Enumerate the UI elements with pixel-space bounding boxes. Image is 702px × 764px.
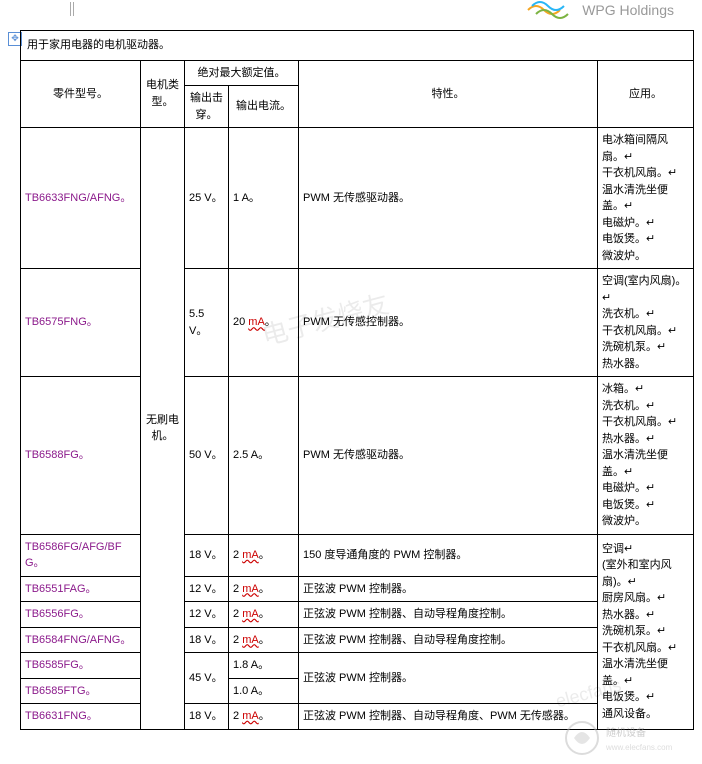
brand-logo: WPG Holdings (526, 0, 674, 20)
cell-i: 20 mA。 (229, 269, 299, 377)
cell-i: 1.0 A。 (229, 678, 299, 704)
cell-feat: 正弦波 PWM 控制器。 (299, 576, 598, 602)
hdr-abs-max: 绝对最大额定值。 (185, 60, 299, 86)
cell-part: TB6584FNG/AFNG。 (21, 627, 141, 653)
brand-text: WPG Holdings (582, 2, 674, 18)
cell-feat: 正弦波 PWM 控制器、自动导程角度控制。 (299, 602, 598, 628)
cell-part: TB6551FAG。 (21, 576, 141, 602)
cell-part: TB6575FNG。 (21, 269, 141, 377)
table-row: TB6586FG/AFG/BFG。 18 V。 2 mA。 150 度导通角度的… (21, 534, 694, 576)
wpg-swirl-icon (526, 0, 574, 20)
hdr-feature: 特性。 (299, 60, 598, 128)
cell-app: 空调(室内风扇)。↵洗衣机。↵干衣机风扇。↵洗碗机泵。↵热水器。 (598, 269, 694, 377)
cell-i: 2 mA。 (229, 534, 299, 576)
hdr-iout: 输出电流。 (229, 86, 299, 128)
motor-driver-table: 用于家用电器的电机驱动器。 零件型号。 电机类型。 绝对最大额定值。 特性。 应… (20, 30, 694, 730)
footer-badge-icon: 随机设备 www.elecfans.com (562, 718, 682, 758)
table-row: TB6588FG。 50 V。 2.5 A。 PWM 无传感驱动器。 冰箱。↵洗… (21, 377, 694, 535)
cell-feat: 正弦波 PWM 控制器、自动导程角度控制。 (299, 627, 598, 653)
cell-part: TB6556FG。 (21, 602, 141, 628)
cell-i: 1 A。 (229, 128, 299, 269)
cell-v: 18 V。 (185, 704, 229, 730)
table-title: 用于家用电器的电机驱动器。 (21, 31, 694, 61)
hdr-vout: 输出击穿。 (185, 86, 229, 128)
cell-app-group: 空调↵(室外和室内风扇)。↵厨房风扇。↵热水器。↵洗碗机泵。↵干衣机风扇。↵温水… (598, 534, 694, 729)
cell-part: TB6588FG。 (21, 377, 141, 535)
cell-part: TB6633FNG/AFNG。 (21, 128, 141, 269)
cell-part: TB6585FG。 (21, 653, 141, 679)
cell-feat: 正弦波 PWM 控制器、自动导程角度、PWM 无传感器。 (299, 704, 598, 730)
cell-i: 1.8 A。 (229, 653, 299, 679)
table-row: TB6556FG。 12 V。 2 mA。 正弦波 PWM 控制器、自动导程角度… (21, 602, 694, 628)
cell-motor-type: 无刷电机。 (141, 128, 185, 730)
cell-v: 50 V。 (185, 377, 229, 535)
table-row: TB6633FNG/AFNG。 无刷电机。 25 V。 1 A。 PWM 无传感… (21, 128, 694, 269)
cell-feat: 正弦波 PWM 控制器。 (299, 653, 598, 704)
cell-feat: PWM 无传感驱动器。 (299, 377, 598, 535)
table-row: TB6584FNG/AFNG。 18 V。 2 mA。 正弦波 PWM 控制器、… (21, 627, 694, 653)
cell-v: 5.5 V。 (185, 269, 229, 377)
cell-i: 2.5 A。 (229, 377, 299, 535)
cell-i: 2 mA。 (229, 576, 299, 602)
svg-text:www.elecfans.com: www.elecfans.com (605, 743, 673, 752)
svg-text:随机设备: 随机设备 (606, 726, 646, 739)
cell-v: 18 V。 (185, 627, 229, 653)
cell-v: 12 V。 (185, 576, 229, 602)
cell-feat: 150 度导通角度的 PWM 控制器。 (299, 534, 598, 576)
cell-feat: PWM 无传感驱动器。 (299, 128, 598, 269)
hdr-part-no: 零件型号。 (21, 60, 141, 128)
cell-app: 冰箱。↵洗衣机。↵干衣机风扇。↵热水器。↵温水清洗坐便盖。↵电磁炉。↵电饭煲。↵… (598, 377, 694, 535)
hdr-application: 应用。 (598, 60, 694, 128)
header-row-1: 零件型号。 电机类型。 绝对最大额定值。 特性。 应用。 (21, 60, 694, 86)
cell-part: TB6586FG/AFG/BFG。 (21, 534, 141, 576)
table-row: TB6585FG。 45 V。 1.8 A。 正弦波 PWM 控制器。 (21, 653, 694, 679)
cell-part: TB6585FTG。 (21, 678, 141, 704)
cell-i: 2 mA。 (229, 627, 299, 653)
table-title-row: 用于家用电器的电机驱动器。 (21, 31, 694, 61)
cell-v: 45 V。 (185, 653, 229, 704)
cell-v: 18 V。 (185, 534, 229, 576)
cell-i: 2 mA。 (229, 602, 299, 628)
table-row: TB6575FNG。 5.5 V。 20 mA。 PWM 无传感控制器。 空调(… (21, 269, 694, 377)
cell-v: 25 V。 (185, 128, 229, 269)
cell-part: TB6631FNG。 (21, 704, 141, 730)
cell-i: 2 mA。 (229, 704, 299, 730)
hdr-motor-type: 电机类型。 (141, 60, 185, 128)
cell-feat: PWM 无传感控制器。 (299, 269, 598, 377)
ruler-mark (70, 2, 74, 16)
cell-app: 电冰箱间隔风扇。↵干衣机风扇。↵温水清洗坐便盖。↵电磁炉。↵电饭煲。↵微波炉。 (598, 128, 694, 269)
table-row: TB6551FAG。 12 V。 2 mA。 正弦波 PWM 控制器。 (21, 576, 694, 602)
cell-v: 12 V。 (185, 602, 229, 628)
